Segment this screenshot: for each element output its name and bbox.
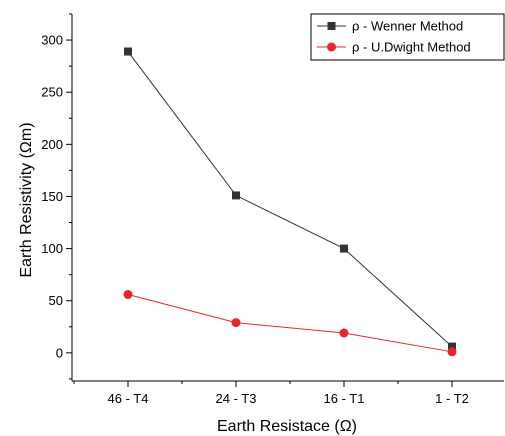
y-tick-label: 250 xyxy=(41,85,63,100)
x-tick-label: 24 - T3 xyxy=(216,391,257,406)
series-line xyxy=(127,51,453,347)
y-axis-label: Earth Resistivity (Ωm) xyxy=(18,122,35,277)
series-2 xyxy=(123,289,457,357)
data-point xyxy=(231,318,241,328)
legend-box xyxy=(310,13,505,61)
legend-label: ρ - U.Dwight Method xyxy=(352,40,471,55)
x-tick-label: 1 - T2 xyxy=(435,391,469,406)
series-1 xyxy=(124,47,456,351)
series-line xyxy=(127,293,453,353)
y-tick-label: 300 xyxy=(41,33,63,48)
x-ticks: 46 - T4 24 - T3 16 - T1 1 - T2 xyxy=(73,381,469,406)
data-point xyxy=(340,244,348,253)
axes xyxy=(71,14,504,382)
series-group xyxy=(123,47,457,357)
y-tick-label: 0 xyxy=(56,345,63,360)
y-tick-label: 200 xyxy=(41,137,63,152)
legend: ρ - Wenner Method ρ - U.Dwight Method xyxy=(310,13,505,61)
x-axis-label: Earth Resistace (Ω) xyxy=(217,418,357,435)
y-tick-label: 150 xyxy=(41,189,63,204)
legend-marker xyxy=(327,42,336,52)
x-tick-label: 16 - T1 xyxy=(324,391,365,406)
y-tick-label: 50 xyxy=(49,293,63,308)
data-point xyxy=(339,328,349,338)
legend-label: ρ - Wenner Method xyxy=(352,19,463,34)
y-ticks: 0 50 100 150 200 250 300 xyxy=(41,13,72,380)
data-point xyxy=(124,47,132,56)
data-point xyxy=(123,289,133,299)
data-point xyxy=(232,191,240,200)
data-point xyxy=(448,342,456,351)
x-tick-label: 46 - T4 xyxy=(108,391,149,406)
legend-marker xyxy=(327,22,336,30)
data-point xyxy=(447,347,457,357)
y-tick-label: 100 xyxy=(41,241,63,256)
